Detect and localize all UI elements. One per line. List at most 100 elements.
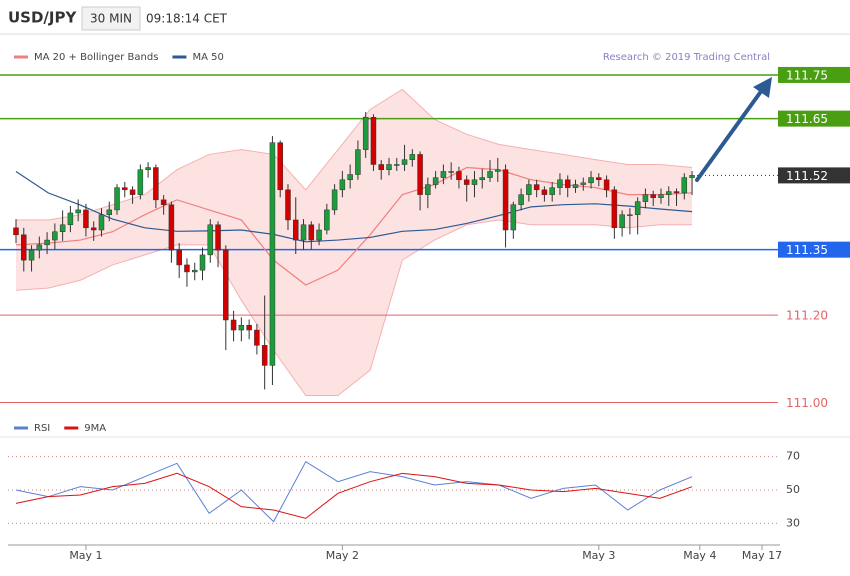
candle-body xyxy=(627,214,633,216)
candle-body xyxy=(277,142,283,191)
candle-body xyxy=(673,191,680,194)
x-tick-label: May 3 xyxy=(582,549,615,562)
candle-body xyxy=(440,171,447,178)
candle-body xyxy=(90,227,97,231)
legend-label: MA 20 + Bollinger Bands xyxy=(34,52,158,63)
candle-body xyxy=(588,177,594,184)
candle-body xyxy=(184,264,190,273)
level-label: 111.52 xyxy=(786,169,828,183)
candle-body xyxy=(666,191,672,195)
candle-body xyxy=(596,177,602,181)
candle-body xyxy=(518,194,524,205)
candle-body xyxy=(21,234,27,261)
rsi-line xyxy=(15,472,693,519)
candle-body xyxy=(580,182,587,185)
candle-body xyxy=(362,117,369,150)
level-box xyxy=(778,110,850,127)
level-label: 111.75 xyxy=(786,68,828,82)
candle-body xyxy=(160,199,167,205)
rsi-line xyxy=(15,460,693,523)
y-tick-label: 50 xyxy=(786,483,800,496)
candle-body xyxy=(386,164,392,170)
candle-body xyxy=(28,249,35,261)
level-label: 111.35 xyxy=(786,243,828,257)
candle-body xyxy=(106,209,112,215)
candle-body xyxy=(36,244,43,251)
level-label: 111.65 xyxy=(786,112,828,126)
candle-body xyxy=(541,189,548,195)
legend-label: RSI xyxy=(34,423,50,434)
candle-body xyxy=(642,194,649,202)
candle-body xyxy=(308,224,315,241)
candle-body xyxy=(261,345,268,366)
candle-body xyxy=(324,209,330,231)
candle-body xyxy=(401,159,408,165)
candle-body xyxy=(67,212,74,226)
candle-body xyxy=(59,224,66,232)
level-box xyxy=(778,241,850,258)
candle-body xyxy=(114,187,120,211)
x-tick-label: May 17 xyxy=(742,549,782,562)
ma50-line xyxy=(15,170,693,243)
x-tick-label: May 1 xyxy=(69,549,102,562)
timeframe: 30 MIN xyxy=(90,12,132,26)
candle-body xyxy=(355,149,361,175)
candle-body xyxy=(634,201,641,215)
candle-body xyxy=(370,117,377,165)
candle-body xyxy=(347,174,353,181)
timeframe-box xyxy=(81,6,141,31)
candle-body xyxy=(223,249,229,321)
candle-body xyxy=(650,194,656,198)
y-tick-label: 30 xyxy=(786,516,800,529)
candle-body xyxy=(254,329,260,346)
candle-body xyxy=(83,209,89,229)
candle-body xyxy=(510,204,517,231)
candle-body xyxy=(13,227,19,236)
candle-body xyxy=(300,224,307,241)
x-tick-label: May 2 xyxy=(326,549,359,562)
candle-body xyxy=(168,204,175,251)
candle-body xyxy=(572,184,579,188)
bollinger-lower xyxy=(15,219,693,397)
candle-body xyxy=(230,319,237,331)
level-box xyxy=(778,167,850,184)
candle-body xyxy=(471,179,478,185)
candle-body xyxy=(215,224,221,251)
candle-body xyxy=(199,254,206,271)
forecast-arrowhead xyxy=(753,77,772,98)
candle-body xyxy=(487,171,493,178)
candle-body xyxy=(479,177,485,181)
candle-body xyxy=(549,187,555,195)
candle-body xyxy=(207,224,214,256)
candle-body xyxy=(75,209,81,214)
candle-body xyxy=(238,324,245,331)
candle-body xyxy=(122,187,128,191)
candle-body xyxy=(52,231,58,241)
candle-body xyxy=(603,179,610,191)
level-box xyxy=(778,66,850,83)
symbol: USD/JPY xyxy=(8,9,77,27)
candle-body xyxy=(145,167,151,170)
candle-body xyxy=(463,179,470,185)
candle-body xyxy=(129,189,136,195)
candle-body xyxy=(456,171,462,181)
candle-body xyxy=(425,184,431,195)
candle-body xyxy=(137,169,144,195)
candle-body xyxy=(316,229,322,241)
candle-body xyxy=(611,189,618,229)
candle-body xyxy=(557,179,563,188)
candle-body xyxy=(681,177,688,194)
candle-body xyxy=(417,154,423,195)
candle-body xyxy=(339,179,346,191)
candle-body xyxy=(526,184,532,195)
legend-label: MA 50 xyxy=(192,52,223,63)
level-label: 111.00 xyxy=(786,396,828,410)
candle-body xyxy=(153,167,159,201)
y-tick-label: 70 xyxy=(786,450,800,463)
candle-body xyxy=(448,171,454,173)
candle-body xyxy=(533,184,540,191)
time: 09:18:14 CET xyxy=(146,12,228,26)
candle-body xyxy=(378,164,384,170)
candle-body xyxy=(619,214,625,229)
